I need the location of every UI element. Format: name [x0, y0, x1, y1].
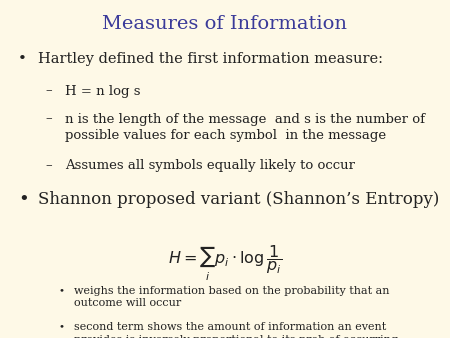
- Text: •: •: [18, 52, 27, 66]
- Text: Measures of Information: Measures of Information: [103, 15, 347, 33]
- Text: •: •: [58, 322, 64, 332]
- Text: H = n log s: H = n log s: [65, 84, 141, 97]
- Text: Hartley defined the first information measure:: Hartley defined the first information me…: [38, 52, 383, 66]
- Text: –: –: [45, 84, 52, 97]
- Text: Shannon proposed variant (Shannon’s Entropy): Shannon proposed variant (Shannon’s Entr…: [38, 191, 440, 208]
- Text: –: –: [45, 113, 52, 125]
- Text: •: •: [18, 191, 29, 209]
- Text: Assumes all symbols equally likely to occur: Assumes all symbols equally likely to oc…: [65, 159, 355, 172]
- Text: second term shows the amount of information an event
provides is inversely propo: second term shows the amount of informat…: [74, 322, 398, 338]
- Text: •: •: [58, 286, 64, 295]
- Text: n is the length of the message  and s is the number of
possible values for each : n is the length of the message and s is …: [65, 113, 425, 142]
- Text: weighs the information based on the probability that an
outcome will occur: weighs the information based on the prob…: [74, 286, 390, 308]
- Text: $H = \sum_i p_i \cdot \log \dfrac{1}{p_i}$: $H = \sum_i p_i \cdot \log \dfrac{1}{p_i…: [168, 244, 282, 283]
- Text: –: –: [45, 159, 52, 172]
